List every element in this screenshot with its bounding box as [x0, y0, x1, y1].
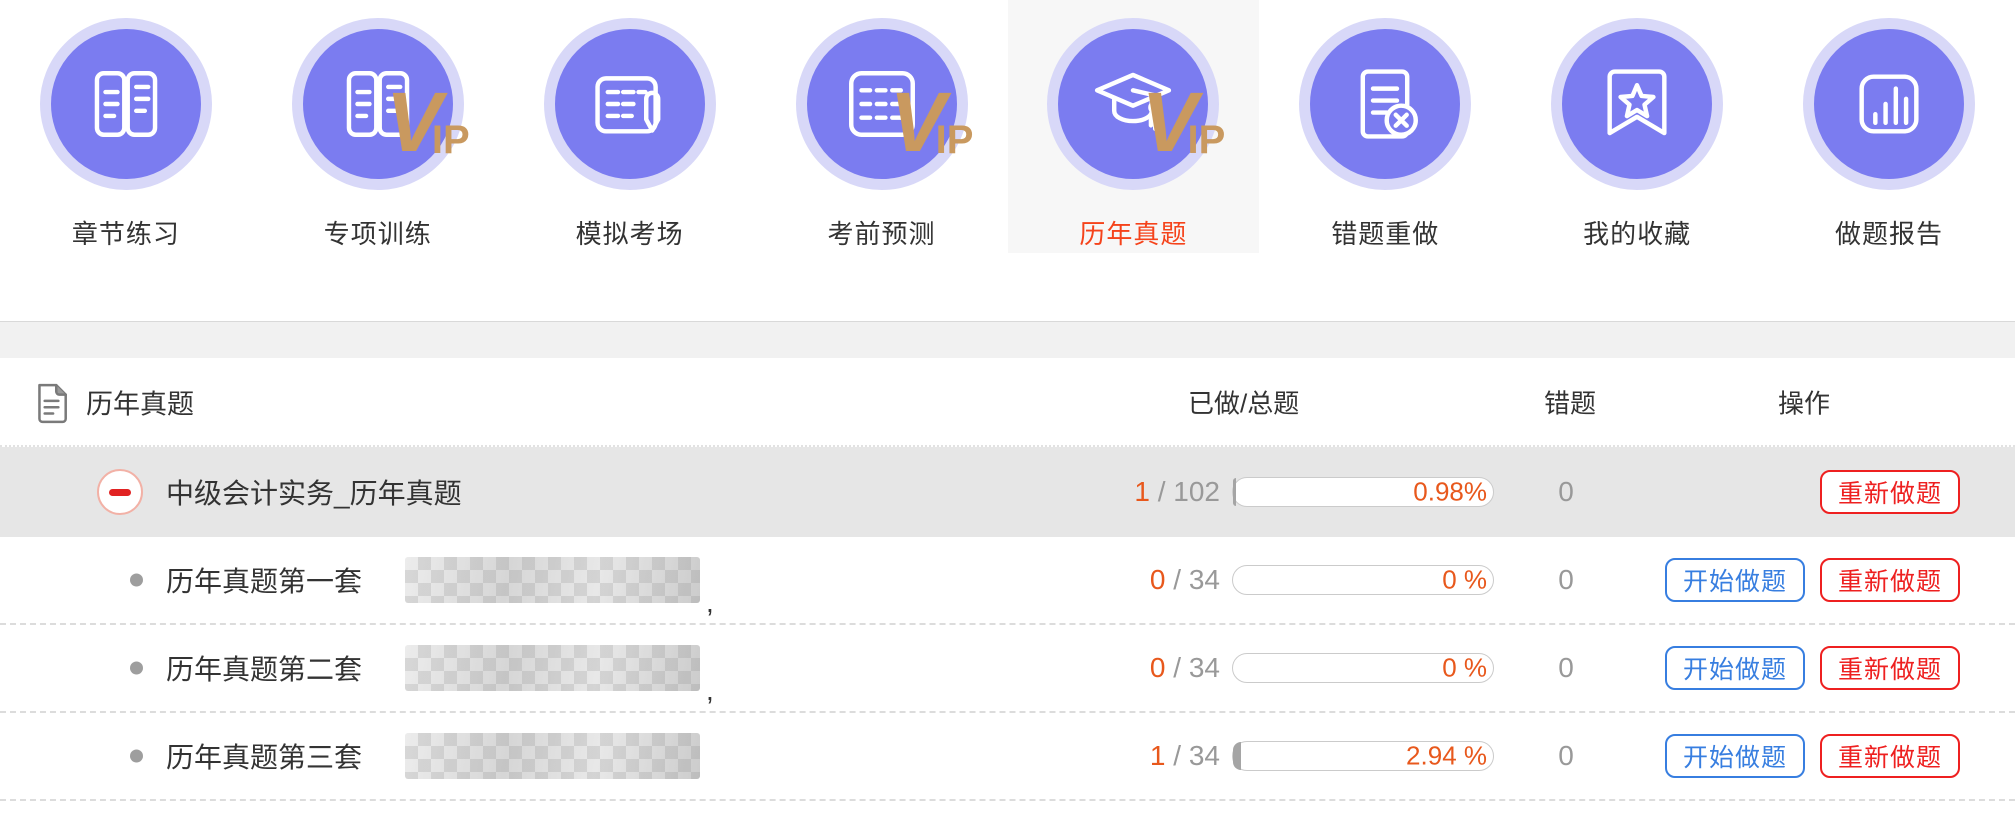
vip-badge: VIP — [889, 75, 974, 169]
progress-percent: 0.98% — [1413, 476, 1487, 507]
start-button[interactable]: 开始做题 — [1665, 734, 1805, 778]
nav-item-label: 专项训练 — [323, 219, 432, 249]
nav-circle — [543, 18, 716, 190]
paper-row: 历年真题第一套 , 0 / 34 0 % 0 开始做题 重新做题 — [0, 537, 2015, 625]
wrong-count: 0 — [1558, 476, 1574, 507]
panel-title: 历年真题 — [86, 389, 194, 419]
nav-circle — [1803, 18, 1976, 190]
paper-name: 历年真题第二套 — [166, 654, 363, 685]
bar-chart-icon — [1859, 74, 1919, 134]
name-suffix: , — [706, 586, 714, 618]
name-suffix: , — [706, 674, 714, 706]
nav-item-label: 考前预测 — [827, 219, 936, 249]
nav-item-my-favorites[interactable]: 我的收藏 — [1511, 0, 1763, 253]
open-book-icon — [94, 71, 158, 137]
nav-item-practice-report[interactable]: 做题报告 — [1763, 0, 2015, 253]
nav-circle: VIP — [1047, 18, 1225, 190]
group-name: 中级会计实务_历年真题 — [166, 478, 462, 509]
progress-fill — [1233, 742, 1241, 770]
progress-bar: 2.94 % — [1232, 741, 1494, 771]
redo-button[interactable]: 重新做题 — [1820, 558, 1960, 602]
redo-button[interactable]: 重新做题 — [1820, 734, 1960, 778]
paper-name: 历年真题第一套 — [166, 566, 363, 597]
nav-circle — [39, 18, 212, 190]
nav-item-pre-exam-prediction[interactable]: VIP 考前预测 — [756, 0, 1008, 253]
redacted-text — [405, 733, 700, 779]
redacted-text — [405, 645, 700, 691]
bookmark-star-icon — [1607, 69, 1667, 136]
progress-bar: 0 % — [1232, 653, 1494, 683]
start-button[interactable]: 开始做题 — [1665, 646, 1805, 690]
progress-percent: 0 % — [1442, 564, 1487, 595]
graduation-cap-icon — [1095, 72, 1172, 131]
nav-item-redo-wrong-questions[interactable]: 错题重做 — [1259, 0, 1511, 253]
done-total: 1 / 34 — [1149, 740, 1220, 771]
open-book-icon — [346, 71, 410, 137]
done-total: 1 / 102 — [1134, 476, 1220, 507]
practice-mode-nav: 章节练习 VIP 专项训练 — [0, 0, 2015, 253]
progress-bar: 0 % — [1232, 565, 1494, 595]
nav-item-past-exam-papers[interactable]: VIP 历年真题 — [1007, 0, 1260, 253]
vip-badge: VIP — [385, 75, 470, 169]
nav-circle: VIP — [291, 18, 470, 190]
bullet-dot — [130, 749, 143, 763]
minus-icon — [109, 488, 131, 496]
wrong-count: 0 — [1558, 652, 1574, 683]
progress-percent: 2.94 % — [1406, 740, 1487, 771]
past-papers-panel: 历年真题 已做/总题 错题 操作 中级会计实务_历年真题 1 / 102 0.9… — [0, 358, 2015, 801]
column-header-wrong: 错题 — [1544, 388, 1597, 418]
paper-name: 历年真题第三套 — [166, 742, 363, 773]
group-row: 中级会计实务_历年真题 1 / 102 0.98% 0 重新做题 — [0, 447, 2015, 537]
nav-item-mock-exam[interactable]: 模拟考场 — [504, 0, 756, 253]
section-divider — [0, 321, 2015, 358]
doc-error-icon — [1360, 69, 1419, 139]
nav-item-label: 我的收藏 — [1583, 219, 1692, 249]
paper-row: 历年真题第二套 , 0 / 34 0 % 0 开始做题 重新做题 — [0, 625, 2015, 713]
done-total: 0 / 34 — [1149, 564, 1220, 595]
exam-sheet-icon — [595, 76, 661, 134]
nav-circle — [1299, 18, 1472, 190]
progress-bar: 0.98% — [1232, 477, 1494, 507]
done-total: 0 / 34 — [1149, 652, 1220, 683]
wrong-count: 0 — [1558, 740, 1574, 771]
column-header-actions: 操作 — [1778, 388, 1831, 418]
column-header-progress: 已做/总题 — [1188, 388, 1300, 418]
redo-button[interactable]: 重新做题 — [1820, 470, 1960, 514]
start-button[interactable]: 开始做题 — [1665, 558, 1805, 602]
bullet-dot — [130, 573, 143, 587]
redo-button[interactable]: 重新做题 — [1820, 646, 1960, 690]
paper-row: 历年真题第三套 1 / 34 2.94 % 0 开始做题 重新做题 — [0, 713, 2015, 801]
document-icon — [38, 383, 67, 424]
table-header: 历年真题 已做/总题 错题 操作 — [0, 358, 2015, 447]
nav-item-label: 做题报告 — [1835, 219, 1944, 249]
nav-item-label: 章节练习 — [71, 219, 180, 249]
nav-circle: VIP — [795, 18, 973, 190]
vip-badge: VIP — [1141, 75, 1226, 169]
bullet-dot — [130, 661, 143, 675]
nav-circle — [1551, 18, 1724, 190]
wrong-count: 0 — [1558, 564, 1574, 595]
grid-table-icon — [848, 71, 915, 137]
nav-item-chapter-practice[interactable]: 章节练习 — [0, 0, 252, 253]
nav-item-label: 历年真题 — [1079, 219, 1188, 249]
nav-item-label: 模拟考场 — [575, 219, 684, 249]
collapse-button[interactable] — [97, 469, 143, 515]
progress-percent: 0 % — [1442, 652, 1487, 683]
redacted-text — [405, 557, 700, 603]
progress-fill — [1233, 478, 1236, 506]
nav-item-label: 错题重做 — [1331, 219, 1440, 249]
nav-item-special-training[interactable]: VIP 专项训练 — [252, 0, 504, 253]
